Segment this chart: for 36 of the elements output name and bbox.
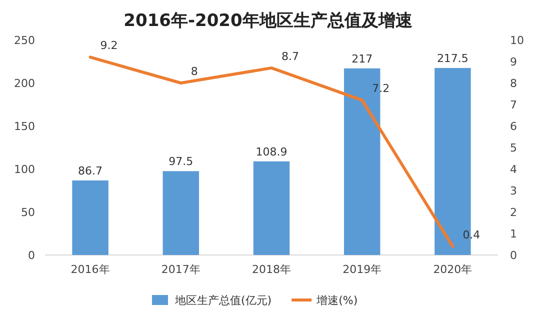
x-tick-label: 2018年 [252, 263, 291, 276]
y2-tick-label: 3 [510, 184, 517, 198]
y2-tick-label: 5 [510, 142, 517, 154]
y2-tick-label: 2 [510, 206, 517, 219]
chart-title: 2016年-2020年地区生产总值及增速 [124, 11, 412, 31]
data-label: 217.5 [436, 52, 468, 65]
x-tick-label: 2020年 [433, 263, 472, 276]
y-tick-label: 0 [28, 249, 35, 262]
x-tick-label: 2019年 [342, 263, 382, 276]
data-label: 108.9 [256, 145, 288, 158]
data-label: 8.7 [282, 50, 299, 63]
legend-label: 地区生产总值(亿元) [174, 294, 272, 307]
y2-tick-label: 0 [510, 249, 517, 262]
y-tick-label: 150 [14, 120, 35, 133]
y2-tick-label: 9 [510, 56, 517, 68]
y2-tick-label: 7 [510, 98, 517, 112]
data-label: 9.2 [100, 39, 118, 52]
bar [72, 180, 108, 255]
bar [253, 161, 290, 255]
y-tick-label: 200 [14, 77, 35, 90]
bar [162, 171, 200, 255]
y-tick-label: 250 [14, 34, 35, 47]
y2-tick-label: 8 [510, 77, 517, 90]
x-tick-label: 2017年 [161, 263, 200, 276]
x-tick-label: 2016年 [70, 263, 110, 276]
y2-tick-label: 6 [510, 120, 517, 133]
data-label: 217 [352, 52, 373, 66]
y-tick-label: 100 [14, 163, 35, 176]
y2-tick-label: 4 [510, 163, 517, 176]
data-label: 8 [190, 65, 198, 78]
y-tick-label: 50 [21, 206, 35, 219]
data-label: 97.5 [168, 155, 194, 168]
y2-tick-label: 1 [510, 228, 517, 240]
legend-label: 增速(%) [316, 294, 358, 307]
y2-tick-label: 10 [510, 34, 524, 47]
data-label: 86.7 [78, 164, 103, 178]
